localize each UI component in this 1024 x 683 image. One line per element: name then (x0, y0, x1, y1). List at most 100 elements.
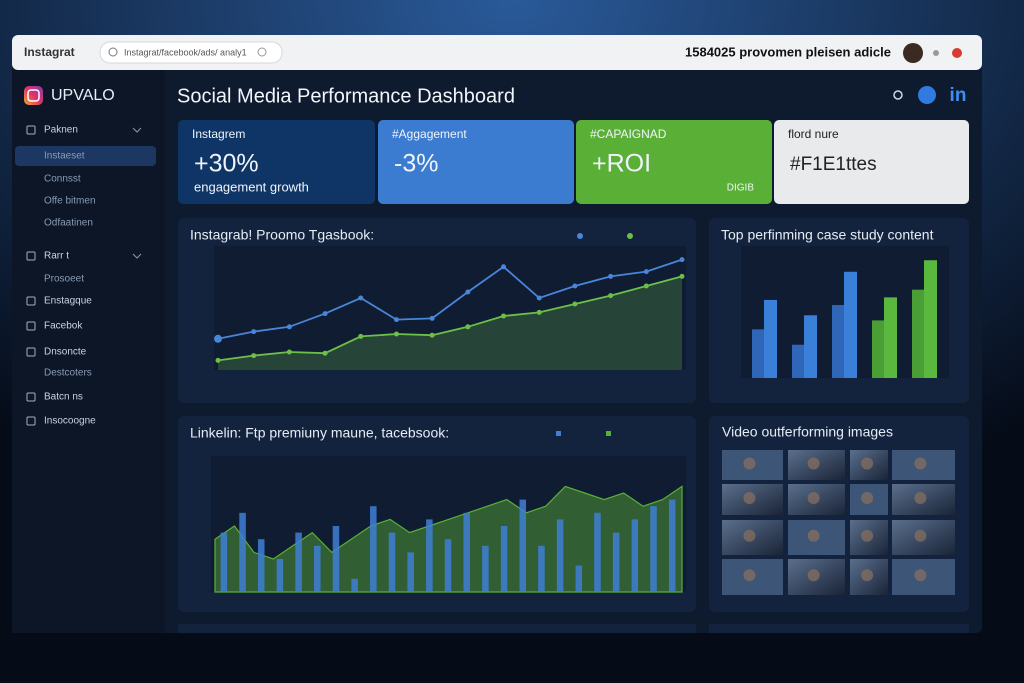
legend-swatch (627, 233, 633, 239)
page-title: Social Media Performance Dashboard (177, 85, 515, 107)
bar (314, 545, 321, 592)
point (358, 333, 364, 339)
nav-item[interactable]: Facebok (44, 321, 83, 332)
kpi-card[interactable] (378, 120, 574, 204)
nav-item[interactable]: Enstagque (44, 296, 92, 307)
linkedin-logo: in (950, 85, 967, 106)
nav-icon (26, 296, 36, 306)
bar (912, 289, 925, 378)
kpi-sub: DIGIB (727, 183, 755, 194)
linkedin-button[interactable] (947, 85, 968, 106)
thumbnail-figure (861, 491, 874, 504)
bar (650, 506, 657, 592)
point (679, 257, 685, 263)
kpi-value: +30% (194, 150, 259, 178)
kpi-label: #Aggagement (392, 127, 467, 141)
point (286, 324, 292, 330)
nav-item[interactable]: Batcn ns (44, 392, 83, 403)
nav-item[interactable]: Dnsoncte (44, 347, 87, 358)
brand-name: UPVALO (51, 87, 115, 104)
bar (370, 506, 377, 592)
bar (575, 565, 583, 592)
search-icon (108, 47, 118, 57)
bar (804, 315, 817, 378)
point (251, 329, 257, 335)
point (608, 273, 614, 279)
bar (631, 519, 639, 592)
kpi-value: +ROI (592, 150, 651, 178)
point (536, 295, 542, 301)
bar (764, 299, 777, 378)
nav-item[interactable]: Insocoogne (44, 416, 96, 427)
kpi-label: #CAPAIGNAD (590, 127, 667, 141)
brand-logo (24, 86, 43, 105)
line (217, 275, 683, 362)
bar (332, 526, 340, 592)
bar (872, 320, 885, 378)
thumbnail-figure (807, 569, 820, 582)
nav-icon (26, 347, 36, 357)
bar (792, 344, 805, 378)
facebook-button[interactable] (918, 86, 936, 104)
point (501, 313, 507, 319)
thumbnail-figure (861, 529, 874, 542)
bar (594, 512, 601, 592)
notification[interactable] (952, 48, 962, 58)
thumbnail-figure (807, 529, 820, 542)
point (679, 273, 685, 279)
nav-icon (26, 321, 36, 331)
kpi-sub: engagement growth (194, 179, 309, 194)
nav-icon (26, 416, 36, 426)
header-text: 1584025 provomen pleisen adicle (685, 44, 891, 59)
bar (257, 539, 265, 592)
nav-item[interactable]: Rarr t (44, 251, 69, 262)
address-bar[interactable] (99, 41, 283, 64)
kpi-card[interactable] (774, 120, 969, 204)
line (217, 258, 683, 340)
kpi-card[interactable] (576, 120, 772, 204)
menu-dot[interactable] (933, 50, 939, 56)
nav-item[interactable]: Instaeset (44, 151, 85, 162)
nav-icon (26, 392, 36, 402)
panel-edge (709, 624, 969, 633)
point (501, 264, 507, 270)
avatar[interactable] (903, 43, 923, 63)
bar (239, 512, 246, 592)
point (393, 331, 399, 337)
chevron (132, 127, 142, 133)
bar (668, 499, 676, 592)
point (608, 293, 614, 299)
panel-title: Instagrab! Proomo Tgasbook: (190, 227, 374, 243)
nav-item[interactable]: Prosoeet (44, 274, 84, 285)
nav-item[interactable]: Destcoters (44, 368, 92, 379)
point (465, 289, 471, 295)
thumbnail-figure (743, 491, 756, 504)
thumbnail-figure (914, 569, 927, 582)
search-button[interactable] (893, 90, 903, 100)
nav-item[interactable]: Connsst (44, 174, 81, 185)
point (215, 357, 221, 363)
bar (426, 519, 433, 592)
nav-item[interactable]: Paknen (44, 125, 78, 136)
thumbnail-figure (914, 491, 927, 504)
bar (295, 532, 302, 592)
chevron (132, 253, 142, 259)
thumbnail-figure (861, 569, 874, 582)
point (643, 269, 649, 275)
point (465, 324, 471, 330)
bar (612, 532, 620, 592)
reload-icon[interactable] (257, 47, 267, 57)
point (322, 350, 328, 356)
bar (538, 545, 545, 592)
brand-logo-inner (27, 89, 40, 102)
nav-item[interactable]: Odfaatinen (44, 218, 93, 229)
point (214, 334, 222, 343)
kpi-label: Instagrem (192, 127, 245, 141)
nav-item[interactable]: Offe bitmen (44, 196, 96, 207)
kpi-card[interactable] (178, 120, 375, 204)
point (572, 301, 578, 307)
kpi-value: -3% (394, 150, 438, 178)
bar (276, 559, 284, 592)
active-item (15, 146, 156, 166)
tab-title: Instagrat (24, 45, 75, 59)
